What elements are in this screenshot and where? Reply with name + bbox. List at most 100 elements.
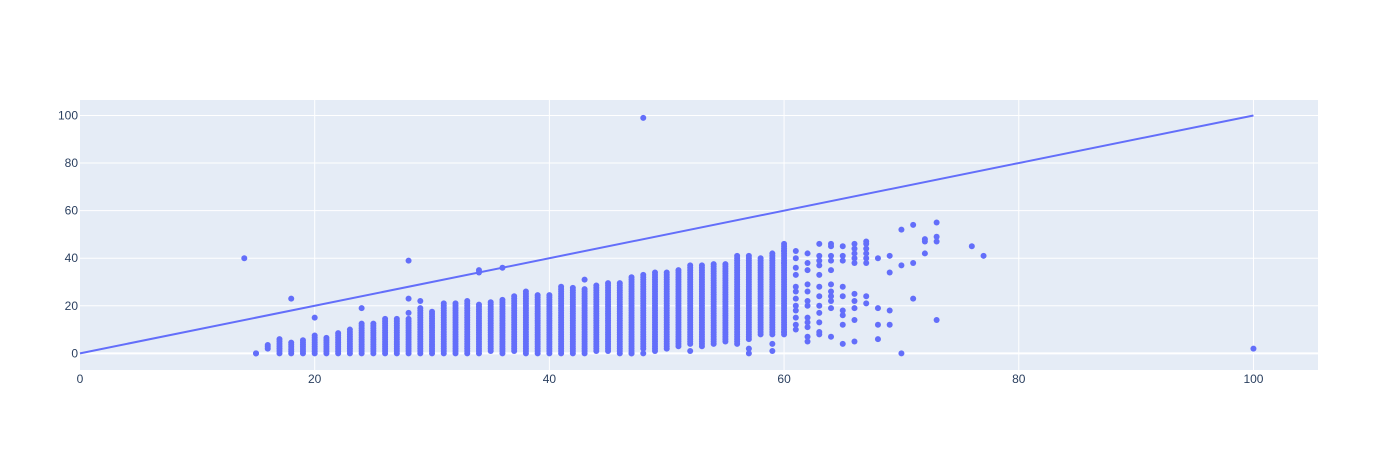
data-point [804,338,811,345]
data-point [698,262,705,269]
y-tick-label: 20 [65,299,79,313]
data-point [440,300,447,307]
data-point [816,252,823,259]
data-point [898,226,905,233]
data-point [828,252,835,259]
data-point [933,317,940,324]
data-point [769,347,776,354]
data-point [687,262,694,269]
x-tick-label: 80 [1012,372,1026,386]
data-point [816,293,823,300]
data-point [804,288,811,295]
data-point [910,259,917,266]
data-point [792,288,799,295]
data-point [839,283,846,290]
data-point [839,252,846,259]
x-tick-label: 20 [308,372,322,386]
data-point [886,252,893,259]
data-point [863,293,870,300]
data-point [898,262,905,269]
data-point [816,331,823,338]
data-point [874,255,881,262]
data-point [804,298,811,305]
data-point [452,300,459,307]
x-tick-label: 0 [77,372,84,386]
data-point [863,250,870,257]
data-point [816,271,823,278]
data-point [980,252,987,259]
data-point [792,271,799,278]
data-point [804,302,811,309]
data-point [405,315,412,322]
data-point [792,314,799,321]
data-point [370,320,377,327]
data-point [792,255,799,262]
data-point [804,324,811,331]
data-point [405,309,412,316]
data-point [863,259,870,266]
data-point [358,305,365,312]
data-point [863,245,870,252]
data-point [851,259,858,266]
data-point [804,319,811,326]
data-point [804,267,811,274]
data-point [816,309,823,316]
data-point [769,250,776,257]
data-point [839,321,846,328]
data-point [828,243,835,250]
data-point [417,298,424,305]
x-tick-label: 100 [1243,372,1263,386]
data-point [781,259,788,266]
data-point [816,262,823,269]
data-point [299,337,306,344]
data-point [663,269,670,276]
data-point [851,240,858,247]
data-point [253,350,260,357]
data-point [839,243,846,250]
data-point [581,286,588,293]
data-point [311,314,318,321]
data-point [792,321,799,328]
data-point [499,264,506,271]
data-point [851,298,858,305]
y-tick-label: 80 [65,156,79,170]
data-point [593,282,600,289]
data-point [745,252,752,259]
data-point [417,305,424,312]
data-point [734,340,741,347]
data-point [792,302,799,309]
data-point [534,292,541,299]
data-point [781,328,788,335]
data-point [640,271,647,278]
data-point [828,298,835,305]
data-point [792,248,799,255]
data-point [828,281,835,288]
data-point [898,350,905,357]
data-point [569,284,576,291]
data-point [851,305,858,312]
data-point [921,238,928,245]
data-point [745,345,752,352]
data-point [687,347,694,354]
data-point [863,240,870,247]
data-point [640,350,647,357]
data-point [264,342,271,349]
data-point [616,280,623,287]
data-point [828,333,835,340]
data-point [851,338,858,345]
data-point [839,312,846,319]
data-point [628,274,635,281]
data-point [863,255,870,262]
data-point [429,308,436,315]
data-point [792,307,799,314]
data-point [886,269,893,276]
data-point [968,243,975,250]
data-point [522,288,529,295]
data-point [546,292,553,299]
data-point [358,320,365,327]
tick-labels: 0 20 40 60 80 100 0 20 40 60 80 100 [58,108,1264,386]
reference-line [79,114,1254,355]
data-point [816,283,823,290]
data-point [828,257,835,264]
